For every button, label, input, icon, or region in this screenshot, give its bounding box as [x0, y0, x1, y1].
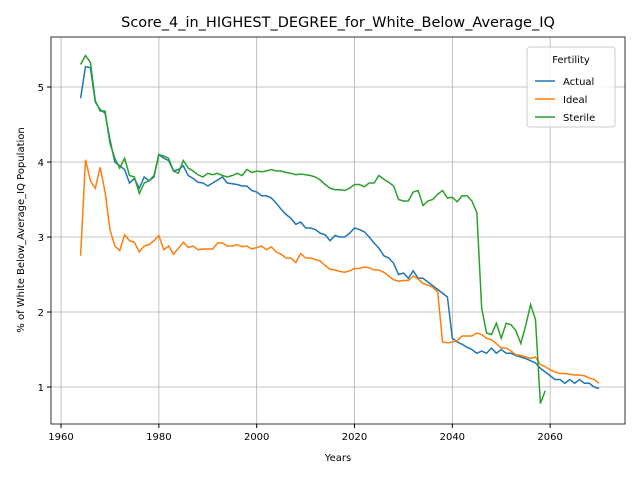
- y-tick-label: 4: [38, 158, 44, 169]
- y-axis-label: % of White Below_Average_IQ Population: [16, 127, 27, 332]
- legend-label: Actual: [563, 77, 594, 88]
- y-tick-label: 3: [38, 233, 44, 244]
- y-tick-label: 1: [38, 383, 44, 394]
- x-axis-label: Years: [324, 453, 351, 464]
- x-tick-label: 2000: [244, 432, 269, 443]
- legend-box: [526, 46, 616, 128]
- series-line: [79, 54, 546, 404]
- x-tick-label: 1960: [48, 432, 73, 443]
- x-tick-label: 1980: [146, 432, 171, 443]
- legend-title: Fertility: [552, 55, 590, 66]
- series-line: [79, 65, 600, 390]
- legend-label: Sterile: [563, 113, 595, 124]
- x-tick-label: 2060: [537, 432, 562, 443]
- y-tick-label: 5: [38, 83, 44, 94]
- series-line: [79, 159, 600, 384]
- x-tick-label: 2020: [342, 432, 367, 443]
- y-tick-label: 2: [38, 308, 44, 319]
- chart-title: Score_4_in_HIGHEST_DEGREE_for_White_Belo…: [121, 15, 555, 31]
- x-tick-label: 2040: [440, 432, 465, 443]
- plot-frame: [50, 36, 626, 425]
- legend-label: Ideal: [563, 95, 587, 106]
